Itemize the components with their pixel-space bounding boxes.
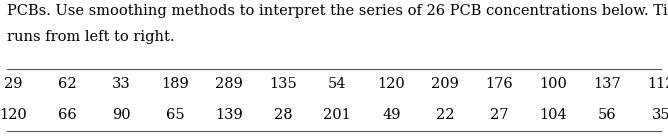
Text: 201: 201 (323, 108, 351, 122)
Text: 120: 120 (0, 108, 27, 122)
Text: 33: 33 (112, 77, 131, 91)
Text: 209: 209 (432, 77, 460, 91)
Text: 35: 35 (652, 108, 668, 122)
Text: 104: 104 (540, 108, 567, 122)
Text: 27: 27 (490, 108, 508, 122)
Text: 90: 90 (112, 108, 131, 122)
Text: 112: 112 (647, 77, 668, 91)
Text: 189: 189 (162, 77, 189, 91)
Text: 54: 54 (328, 77, 347, 91)
Text: 22: 22 (436, 108, 455, 122)
Text: PCBs. Use smoothing methods to interpret the series of 26 PCB concentrations bel: PCBs. Use smoothing methods to interpret… (7, 4, 668, 18)
Text: 135: 135 (269, 77, 297, 91)
Text: 28: 28 (274, 108, 293, 122)
Text: 289: 289 (215, 77, 243, 91)
Text: 56: 56 (598, 108, 617, 122)
Text: runs from left to right.: runs from left to right. (7, 30, 174, 44)
Text: 120: 120 (377, 77, 405, 91)
Text: 139: 139 (216, 108, 243, 122)
Text: 62: 62 (58, 77, 77, 91)
Text: 29: 29 (4, 77, 23, 91)
Text: 66: 66 (58, 108, 77, 122)
Text: 65: 65 (166, 108, 184, 122)
Text: 176: 176 (486, 77, 513, 91)
Text: 137: 137 (593, 77, 621, 91)
Text: 100: 100 (539, 77, 567, 91)
Text: 49: 49 (382, 108, 401, 122)
